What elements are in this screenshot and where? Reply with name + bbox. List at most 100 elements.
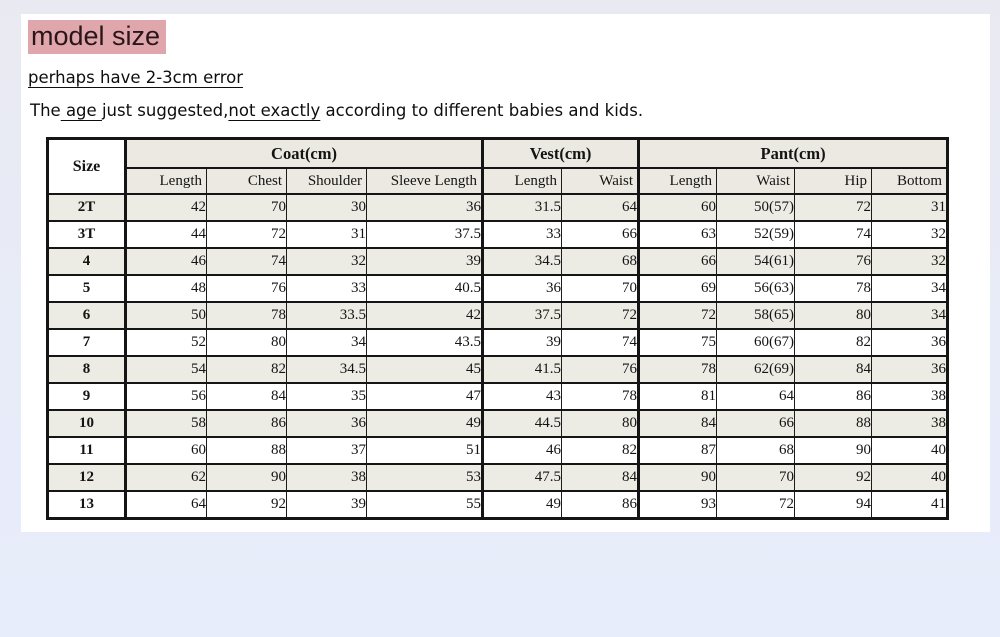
- size-chart-table: Size Coat(cm) Vest(cm) Pant(cm) Length Ch…: [46, 137, 950, 520]
- table-row: 7 52 80 34 43.5 39 74 75 60(67) 82 36: [47, 328, 949, 357]
- value-cell: 72: [716, 490, 796, 520]
- column-header-hip: Hip: [794, 167, 873, 195]
- value-cell: 70: [716, 463, 796, 492]
- value-cell: 88: [794, 409, 873, 438]
- table-subheader-row: Length Chest Shoulder Sleeve Length Length Wa…: [48, 167, 949, 195]
- column-header-length: Length: [124, 167, 207, 195]
- value-cell: 66: [637, 247, 718, 276]
- value-cell: 92: [794, 463, 873, 492]
- size-cell: 11: [47, 436, 126, 465]
- error-note: perhaps have 2-3cm error: [28, 68, 244, 87]
- column-header-chest: Chest: [206, 167, 287, 195]
- value-cell: 82: [561, 436, 640, 465]
- page-title: model size: [28, 20, 167, 54]
- value-cell: 43.5: [365, 328, 484, 357]
- value-cell: 86: [206, 409, 287, 438]
- value-cell: 38: [286, 463, 367, 492]
- value-cell: 54: [124, 355, 207, 384]
- value-cell: 78: [561, 382, 640, 411]
- column-header-length: Length: [637, 167, 718, 195]
- value-cell: 76: [794, 247, 873, 276]
- value-cell: 31: [871, 193, 949, 222]
- value-cell: 33.5: [286, 301, 367, 330]
- value-cell: 93: [637, 490, 718, 520]
- value-cell: 76: [206, 274, 287, 303]
- column-header-length: Length: [481, 167, 563, 195]
- value-cell: 82: [794, 328, 873, 357]
- table-row: 10 58 86 36 49 44.5 80 84 66 88 38: [47, 409, 949, 438]
- value-cell: 30: [286, 193, 367, 222]
- size-cell: 12: [47, 463, 126, 492]
- value-cell: 52: [124, 328, 207, 357]
- value-cell: 50(57): [716, 193, 796, 222]
- value-cell: 37.5: [481, 301, 563, 330]
- value-cell: 90: [794, 436, 873, 465]
- value-cell: 54(61): [716, 247, 796, 276]
- value-cell: 84: [637, 409, 718, 438]
- value-cell: 34: [871, 274, 949, 303]
- table-row: 4 46 74 32 39 34.5 68 66 54(61) 76 32: [47, 247, 949, 276]
- value-cell: 58: [124, 409, 207, 438]
- value-cell: 60(67): [716, 328, 796, 357]
- column-header-waist: Waist: [716, 167, 796, 195]
- coat-group-header: Coat(cm): [123, 137, 484, 169]
- size-cell: 2T: [47, 193, 126, 222]
- value-cell: 82: [206, 355, 287, 384]
- value-cell: 43: [481, 382, 563, 411]
- value-cell: 64: [124, 490, 207, 520]
- value-cell: 72: [206, 220, 287, 249]
- value-cell: 49: [481, 490, 563, 520]
- value-cell: 37.5: [365, 220, 484, 249]
- value-cell: 36: [286, 409, 367, 438]
- value-cell: 39: [481, 328, 563, 357]
- value-cell: 68: [716, 436, 796, 465]
- value-cell: 78: [637, 355, 718, 384]
- value-cell: 64: [716, 382, 796, 411]
- value-cell: 31: [286, 220, 367, 249]
- note-underlined-segment: age: [60, 101, 102, 120]
- column-header-sleeve-length: Sleeve Length: [365, 167, 484, 195]
- value-cell: 75: [637, 328, 718, 357]
- value-cell: 55: [365, 490, 484, 520]
- value-cell: 92: [206, 490, 287, 520]
- value-cell: 80: [794, 301, 873, 330]
- value-cell: 36: [871, 355, 949, 384]
- value-cell: 69: [637, 274, 718, 303]
- value-cell: 60: [124, 436, 207, 465]
- value-cell: 42: [124, 193, 207, 222]
- value-cell: 34: [286, 328, 367, 357]
- value-cell: 94: [794, 490, 873, 520]
- value-cell: 53: [365, 463, 484, 492]
- note-underlined-segment: not exactly: [228, 101, 321, 120]
- value-cell: 36: [481, 274, 563, 303]
- value-cell: 90: [206, 463, 287, 492]
- value-cell: 48: [124, 274, 207, 303]
- value-cell: 38: [871, 382, 949, 411]
- value-cell: 78: [794, 274, 873, 303]
- value-cell: 72: [794, 193, 873, 222]
- table-row: 8 54 82 34.5 45 41.5 76 78 62(69) 84 36: [47, 355, 949, 384]
- size-column-header: Size: [47, 137, 126, 195]
- value-cell: 51: [365, 436, 484, 465]
- value-cell: 32: [286, 247, 367, 276]
- value-cell: 81: [637, 382, 718, 411]
- value-cell: 47: [365, 382, 484, 411]
- value-cell: 39: [286, 490, 367, 520]
- size-cell: 8: [47, 355, 126, 384]
- value-cell: 63: [637, 220, 718, 249]
- size-cell: 6: [47, 301, 126, 330]
- value-cell: 62(69): [716, 355, 796, 384]
- table-row: 12 62 90 38 53 47.5 84 90 70 92 40: [47, 463, 949, 492]
- table-row: 3T 44 72 31 37.5 33 66 63 52(59) 74 32: [47, 220, 949, 249]
- value-cell: 40: [871, 463, 949, 492]
- size-cell: 13: [47, 490, 126, 520]
- table-group-header-row: Size Coat(cm) Vest(cm) Pant(cm): [47, 137, 949, 195]
- value-cell: 74: [794, 220, 873, 249]
- value-cell: 49: [365, 409, 484, 438]
- value-cell: 72: [637, 301, 718, 330]
- value-cell: 56(63): [716, 274, 796, 303]
- value-cell: 41: [871, 490, 949, 520]
- value-cell: 72: [561, 301, 640, 330]
- size-cell: 3T: [47, 220, 126, 249]
- age-note: The age just suggested,not exactly accor…: [30, 101, 990, 121]
